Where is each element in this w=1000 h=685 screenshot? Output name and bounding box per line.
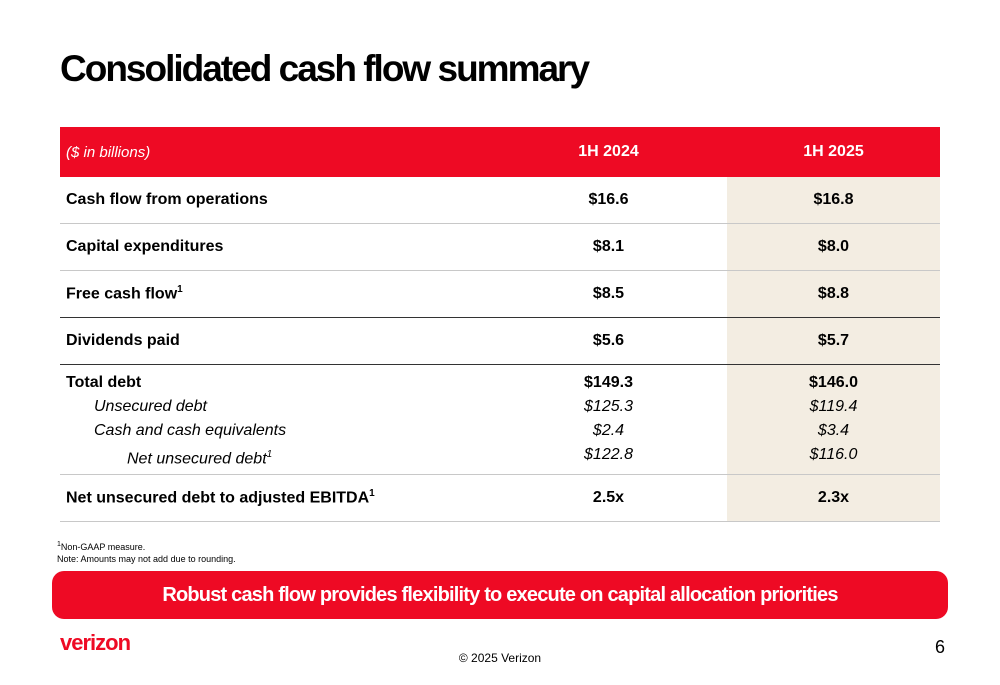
row-label: Dividends paid [66,332,180,349]
cash-equivalents-label: Cash and cash equivalents [94,422,287,439]
table-header: ($ in billions) 1H 2024 1H 2025 [60,127,940,177]
net-unsecured-debt-1h-2024: $122.8 [584,446,633,463]
net-unsecured-debt-1h-2025: $116.0 [809,446,858,463]
column-header-1h-2025: 1H 2025 [803,143,864,160]
footnote-marker: 1 [177,284,183,296]
value-1h-2025: $16.8 [727,177,940,223]
value-1h-2024: $5.6 [592,332,625,349]
column-header-1h-2024: 1H 2024 [578,143,639,160]
table-row-debt-group: Total debt Unsecured debt Cash and cash … [60,365,940,475]
row-label: Free cash flow [66,285,178,303]
total-debt-1h-2025: $146.0 [809,374,858,391]
total-debt-label: Total debt [66,374,142,391]
unsecured-debt-label: Unsecured debt [94,398,207,415]
verizon-logo: verizon [60,630,131,655]
cash-equivalents-1h-2024: $2.4 [592,422,625,439]
key-message-banner: Robust cash flow provides flexibility to… [52,571,948,619]
unsecured-debt-1h-2025: $119.4 [809,398,858,415]
table-row-debt-to-ebitda: Net unsecured debt to adjusted EBITDA1 2… [60,475,940,522]
cash-equivalents-1h-2025: $3.4 [817,422,850,439]
table-row-capital-expenditures: Capital expenditures $8.1 $8.0 [60,224,940,271]
net-unsecured-debt-label: Net unsecured debt [127,450,267,468]
total-debt-1h-2024: $149.3 [584,374,633,391]
unit-label: ($ in billions) [66,143,151,161]
cash-flow-table: ($ in billions) 1H 2024 1H 2025 Cash flo… [60,127,940,522]
table-row-dividends-paid: Dividends paid $5.6 $5.7 [60,318,940,365]
copyright: © 2025 Verizon [458,651,542,665]
table-row-cash-flow-operations: Cash flow from operations $16.6 $16.8 [60,177,940,224]
value-1h-2025: $5.7 [727,318,940,364]
row-label: Net unsecured debt to adjusted EBITDA [66,489,370,507]
value-1h-2024: $8.1 [592,238,625,255]
value-1h-2025: $8.8 [727,271,940,317]
page-number: 6 [934,637,945,657]
unsecured-debt-1h-2024: $125.3 [584,398,633,415]
row-label: Cash flow from operations [66,191,268,208]
table-row-free-cash-flow: Free cash flow1 $8.5 $8.8 [60,271,940,318]
value-1h-2025: 2.3x [727,475,940,521]
footnote-marker: 1 [57,541,61,548]
footnote-marker: 1 [266,449,273,460]
page-title: Consolidated cash flow summary [60,48,590,89]
value-1h-2024: 2.5x [592,489,625,506]
rounding-note: Note: Amounts may not add due to roundin… [57,554,236,564]
value-1h-2025: $8.0 [727,224,940,270]
footnote-marker: 1 [369,488,375,500]
value-1h-2024: $16.6 [588,191,629,208]
footnotes: 1Non-GAAP measure. Note: Amounts may not… [57,539,236,565]
net-unsecured-debt-label-wrap: Net unsecured debt1 [66,445,490,469]
value-1h-2024: $8.5 [592,285,625,302]
row-label: Capital expenditures [66,238,224,255]
footnote-text: Non-GAAP measure. [60,542,146,552]
